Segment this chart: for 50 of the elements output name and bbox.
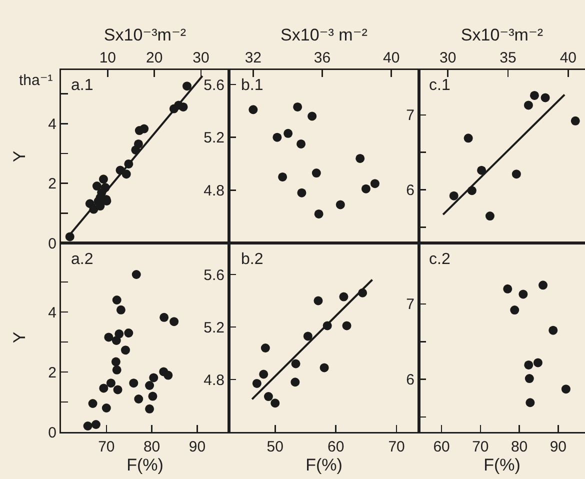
- x-tick-label: 36: [314, 50, 331, 66]
- x-axis-title: Sx10⁻³ m⁻²: [280, 25, 368, 44]
- x-tick-label: 60: [327, 438, 344, 456]
- y-tick-label: 7: [406, 107, 414, 124]
- x-axis-title: Sx10⁻³m⁻²: [104, 25, 186, 44]
- y-tick-label: 5.6: [204, 266, 224, 284]
- y-tick-label: 4: [48, 304, 56, 322]
- y-tick-label: 6: [406, 182, 414, 200]
- y-tick-label: 2: [48, 364, 56, 382]
- x-tick-label: 90: [188, 438, 206, 456]
- y-tick-label: 0: [48, 424, 56, 442]
- x-tick-label: 60: [433, 438, 450, 456]
- x-tick-label: 20: [146, 50, 163, 66]
- x-tick-label: 32: [244, 50, 262, 66]
- x-axis-title: F(%): [126, 456, 164, 475]
- x-tick-label: 80: [510, 438, 528, 456]
- x-axis-title: Sx10⁻³m⁻²: [460, 25, 544, 44]
- y-tick-label: 4.8: [204, 372, 224, 389]
- y-tick-label: 4: [48, 116, 56, 133]
- y-tick-label: 6: [406, 372, 414, 389]
- x-tick-label: 10: [99, 50, 116, 66]
- x-tick-label: 70: [388, 438, 405, 456]
- y-tick-label: 2: [48, 176, 56, 193]
- annotation: a.1: [71, 77, 94, 94]
- y-tick-label: 4.8: [204, 182, 224, 200]
- annotation: b.1: [241, 77, 264, 94]
- y-axis-title: Y: [10, 332, 29, 344]
- x-axis-title: F(%): [306, 456, 342, 475]
- y-tick-label: 7: [406, 296, 414, 314]
- x-tick-label: 40: [383, 50, 400, 66]
- y-tick-label: 5.6: [204, 76, 224, 94]
- x-tick-label: 30: [192, 50, 210, 66]
- x-tick-label: 80: [143, 438, 160, 456]
- x-tick-label: 35: [500, 50, 516, 66]
- annotation: c.2: [429, 251, 450, 268]
- annotation: c.1: [429, 77, 450, 94]
- x-tick-label: 70: [98, 438, 115, 456]
- x-tick-label: 50: [266, 438, 284, 456]
- x-tick-label: 70: [472, 438, 489, 456]
- y-axis-title: Y: [10, 150, 29, 162]
- x-axis-title: F(%): [484, 456, 520, 475]
- y-tick-label: 5.2: [204, 319, 224, 336]
- x-tick-label: 40: [560, 50, 577, 66]
- text: tha⁻¹: [19, 72, 53, 89]
- y-tick-label: 5.2: [204, 130, 224, 147]
- y-tick-label: 0: [48, 235, 56, 252]
- annotation: a.2: [71, 251, 94, 268]
- x-tick-label: 90: [550, 438, 567, 456]
- x-tick-label: 30: [440, 50, 456, 66]
- annotation: b.2: [241, 251, 264, 268]
